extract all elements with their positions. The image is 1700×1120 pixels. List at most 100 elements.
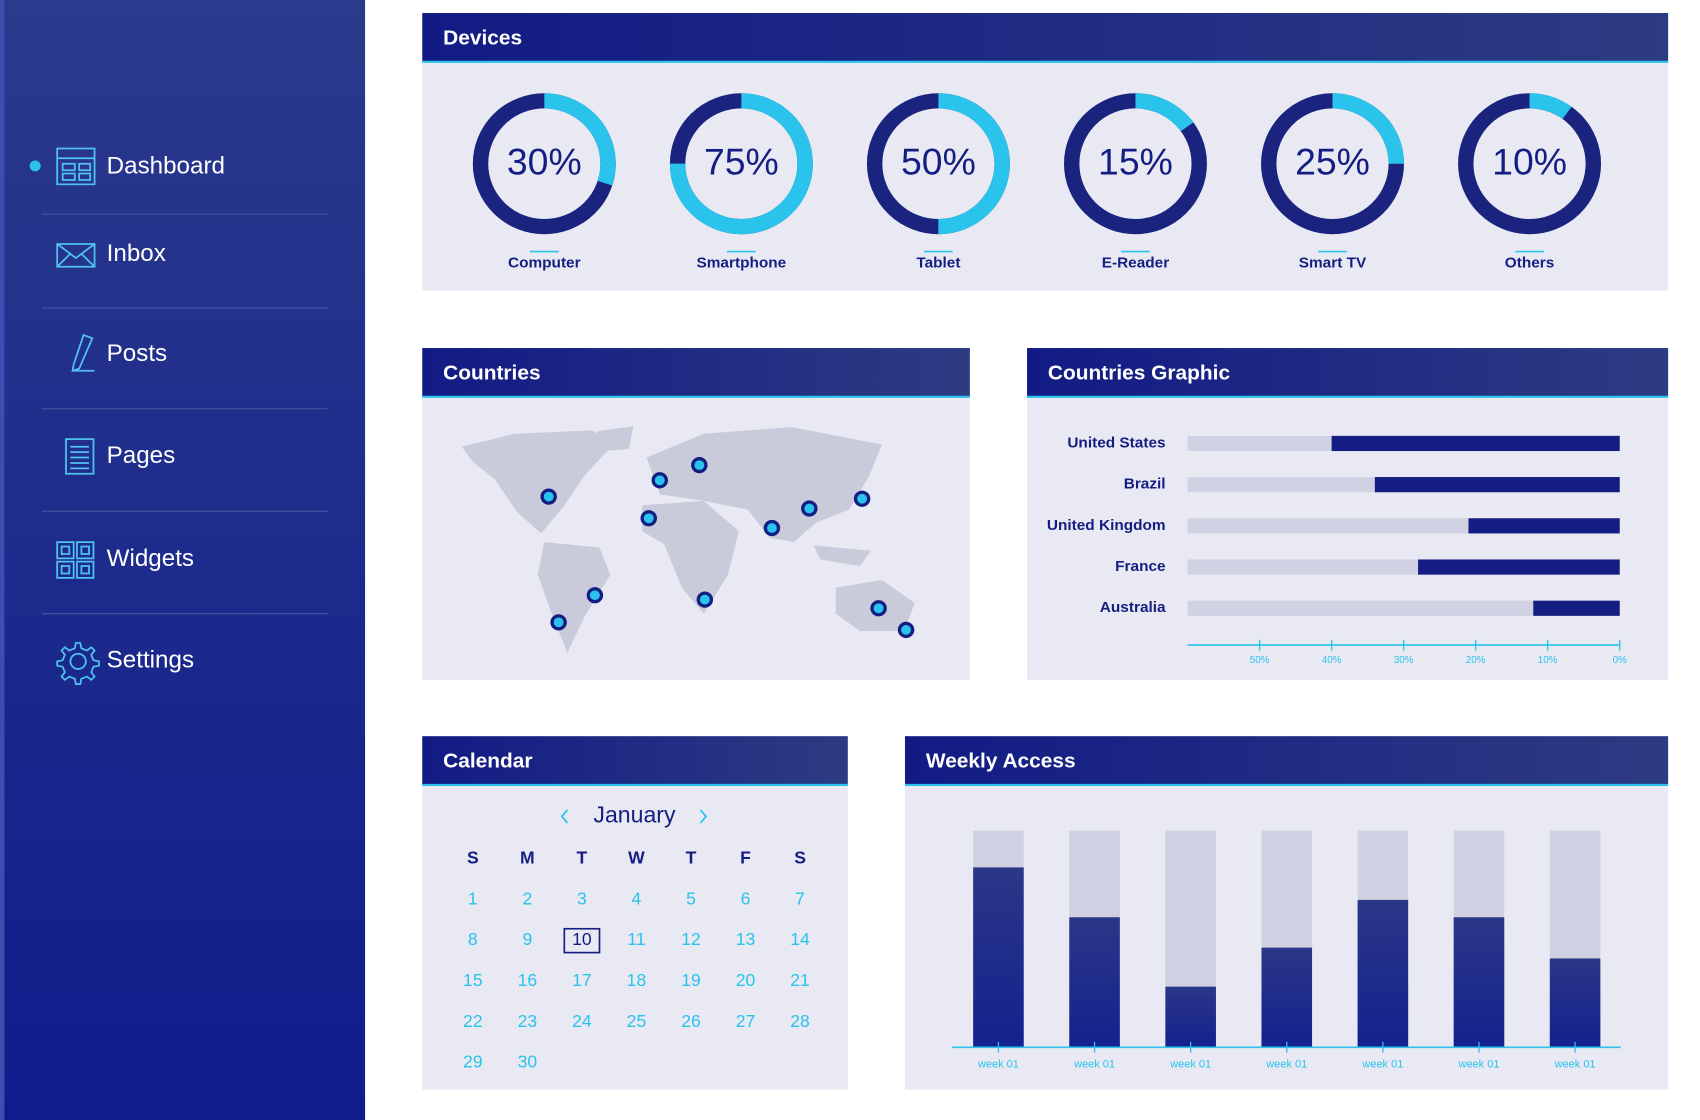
bar (1468, 518, 1620, 534)
donut-value: 15% (1098, 141, 1173, 183)
day[interactable]: 27 (736, 1011, 756, 1031)
bar-track (1187, 600, 1620, 616)
nav-icon (71, 333, 95, 373)
map-point (763, 519, 781, 537)
day[interactable]: 16 (518, 970, 538, 990)
selected-day (563, 927, 601, 954)
bar (1549, 958, 1601, 1048)
panel-header (1027, 348, 1669, 397)
day[interactable]: 6 (741, 889, 751, 909)
country-bars: United States Brazil United Kingdom France A… (1047, 435, 1627, 666)
bar (1069, 917, 1120, 1048)
panel-header (422, 348, 970, 397)
x-tick-label: 40% (1322, 655, 1342, 666)
map-point (540, 488, 557, 505)
map-point (640, 510, 658, 527)
day[interactable]: 22 (463, 1011, 483, 1031)
country-label: France (1115, 558, 1165, 575)
day[interactable]: 24 (572, 1011, 592, 1031)
day[interactable]: 23 (518, 1011, 538, 1031)
nav-label[interactable]: Inbox (107, 240, 166, 267)
panel-header (422, 13, 1669, 62)
day[interactable]: 26 (681, 1011, 701, 1031)
panel-title: Calendar (443, 750, 532, 773)
device-label: Tablet (916, 255, 960, 272)
map-point (550, 614, 567, 631)
day[interactable]: 17 (572, 970, 592, 990)
donut-arc (1458, 93, 1602, 235)
bar (1261, 947, 1313, 1048)
day[interactable]: 15 (463, 970, 483, 990)
day[interactable]: 9 (522, 929, 532, 949)
panel-title: Countries Graphic (1048, 362, 1230, 385)
donuts: 30% Computer 75% Smartphone 50% Tablet 15% E-Re… (472, 93, 1602, 272)
day[interactable]: 11 (627, 929, 645, 949)
active-indicator (29, 160, 41, 172)
continent (646, 427, 882, 543)
panel-header (422, 736, 848, 785)
map-point (897, 621, 915, 639)
map-point (801, 500, 818, 517)
donut-value: 10% (1492, 141, 1567, 183)
day[interactable]: 7 (795, 889, 805, 909)
day[interactable]: 30 (518, 1052, 538, 1072)
day[interactable]: 2 (522, 889, 532, 909)
device-label: Smart TV (1299, 255, 1367, 272)
weekday: W (628, 847, 645, 867)
nav-label[interactable]: Widgets (107, 545, 194, 572)
nav-label[interactable]: Settings (107, 647, 194, 674)
day[interactable]: 14 (790, 929, 810, 949)
sidebar-edge (0, 0, 5, 1120)
day[interactable]: 20 (736, 970, 756, 990)
device-label: Others (1505, 255, 1555, 272)
x-tick-label: 0% (1613, 655, 1628, 666)
day[interactable]: 4 (632, 889, 642, 909)
donut-value: 50% (901, 141, 976, 183)
weekday: S (467, 847, 479, 867)
nav: Dashboard Inbox Posts Pages Widgets Settings (29, 147, 328, 686)
day[interactable]: 3 (577, 889, 587, 909)
bar (973, 867, 1024, 1048)
continent (595, 426, 634, 452)
map-point (853, 490, 871, 507)
prev-month[interactable] (560, 809, 569, 824)
x-tick-label: week 01 (1073, 1059, 1115, 1071)
x-tick-label: 10% (1538, 655, 1558, 666)
day[interactable]: 10 (572, 929, 592, 949)
map-point (651, 472, 669, 489)
donut-arc (1063, 93, 1207, 235)
nav-label[interactable]: Dashboard (107, 152, 225, 179)
day[interactable]: 8 (468, 929, 478, 949)
country-label: United States (1067, 435, 1165, 452)
day[interactable]: 18 (627, 970, 647, 990)
day[interactable]: 21 (790, 970, 810, 990)
donut-arc (866, 93, 1010, 235)
nav-icon (56, 147, 96, 186)
device-label: Smartphone (697, 255, 787, 272)
country-label: Australia (1100, 599, 1166, 616)
day[interactable]: 19 (681, 970, 701, 990)
nav-icon (56, 541, 95, 579)
day[interactable]: 25 (627, 1011, 647, 1031)
nav-label[interactable]: Pages (107, 442, 176, 469)
nav-label[interactable]: Posts (107, 340, 168, 367)
day[interactable]: 13 (736, 929, 756, 949)
day[interactable]: 12 (681, 929, 701, 949)
donut-value: 75% (704, 141, 779, 183)
donut-value: 30% (507, 141, 582, 183)
x-tick-label: week 01 (977, 1059, 1019, 1071)
continent (642, 500, 739, 614)
weekday: T (686, 847, 697, 867)
country-label: United Kingdom (1047, 517, 1166, 534)
day[interactable]: 28 (790, 1011, 810, 1031)
nav-icon (56, 243, 96, 268)
donut-arc (1261, 93, 1404, 235)
next-month[interactable] (699, 809, 708, 824)
day[interactable]: 29 (463, 1052, 483, 1072)
x-tick-label: week 01 (1169, 1059, 1211, 1071)
day[interactable]: 5 (686, 889, 696, 909)
bar (1165, 986, 1216, 1048)
day[interactable]: 1 (468, 889, 478, 909)
